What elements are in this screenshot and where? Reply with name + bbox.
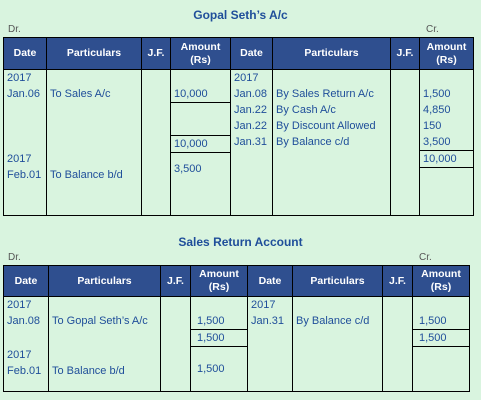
ledger1-left-jf-col [141,69,171,216]
ledger2-left-jf-col [160,296,191,392]
header-jf: J.F. [382,265,413,297]
ledger1-right-jf-col [390,69,420,216]
ledger1-left-date-col: 2017 Jan.06 2017 Feb.01 [3,69,47,216]
header-amount: Amount (Rs) [419,37,474,70]
header-jf: J.F. [141,37,171,70]
ledger1-table: Date Particulars J.F. Amount (Rs) Date Pa… [3,37,474,216]
ledger1-right-particulars-col: By Sales Return A/c By Cash A/c By Disco… [272,69,391,216]
ledger2-right-amount-col: 1,500 1,500 [412,296,470,392]
header-jf: J.F. [390,37,420,70]
header-particulars: Particulars [272,37,391,70]
ledger1-left-amount-col: 10,000 10,000 3,500 [170,69,231,216]
header-date: Date [247,265,293,297]
ledger1-cr-label: Cr. [426,24,439,35]
header-particulars: Particulars [48,265,161,297]
ledger2-right-jf-col [382,296,413,392]
ledger2-title: Sales Return Account [178,235,303,249]
ledger2-right-particulars-col: By Balance c/d [292,296,383,392]
header-date: Date [3,265,49,297]
ledger2-left-amount-col: 1,500 1,500 1,500 [190,296,248,392]
header-jf: J.F. [160,265,191,297]
header-date: Date [230,37,273,70]
ledger2-right-date-col: 2017 Jan.31 [247,296,293,392]
header-amount: Amount (Rs) [190,265,248,297]
ledger1-dr-label: Dr. [8,24,21,35]
header-particulars: Particulars [292,265,383,297]
ledger2-table: Date Particulars J.F. Amount (Rs) Date Pa… [3,265,470,392]
ledger2-dr-label: Dr. [8,252,21,263]
ledger2-left-particulars-col: To Gopal Seth’s A/c To Balance b/d [48,296,161,392]
header-particulars: Particulars [46,37,142,70]
header-amount: Amount (Rs) [170,37,231,70]
ledger1-right-date-col: 2017 Jan.08 Jan.22 Jan.22 Jan.31 [230,69,273,216]
ledger1-left-particulars-col: To Sales A/c To Balance b/d [46,69,142,216]
ledger2-cr-label: Cr. [419,252,432,263]
ledger1-right-amount-col: 1,500 4,850 150 3,500 10,000 [419,69,474,216]
header-date: Date [3,37,47,70]
ledger2-left-date-col: 2017 Jan.08 2017 Feb.01 [3,296,49,392]
ledger1-title: Gopal Seth’s A/c [193,8,288,22]
header-amount: Amount (Rs) [412,265,470,297]
